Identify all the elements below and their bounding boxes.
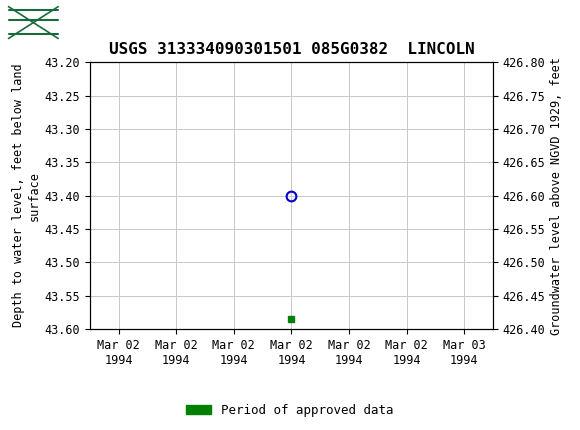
Y-axis label: Depth to water level, feet below land
surface: Depth to water level, feet below land su… [12,64,41,328]
Title: USGS 313334090301501 085G0382  LINCOLN: USGS 313334090301501 085G0382 LINCOLN [108,42,474,57]
Legend: Period of approved data: Period of approved data [181,399,399,421]
Text: USGS: USGS [67,12,135,33]
FancyBboxPatch shape [6,3,61,42]
Y-axis label: Groundwater level above NGVD 1929, feet: Groundwater level above NGVD 1929, feet [550,57,563,335]
